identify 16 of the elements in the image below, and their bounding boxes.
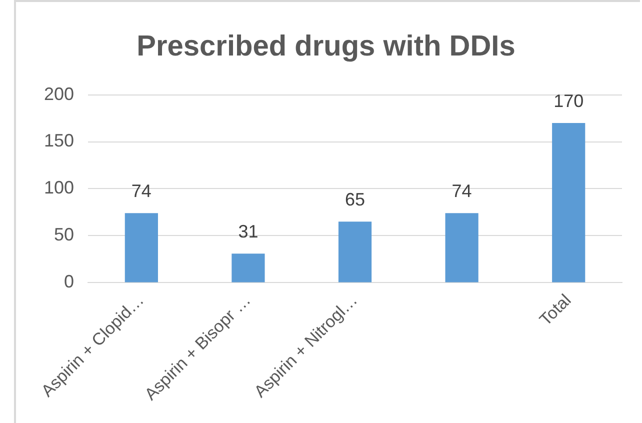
data-label: 74 xyxy=(131,181,152,202)
data-label: 65 xyxy=(345,190,366,210)
bar xyxy=(445,213,478,282)
bar xyxy=(124,213,158,282)
data-label: 74 xyxy=(452,181,472,202)
bar xyxy=(552,122,586,282)
y-tick-label: 100 xyxy=(44,178,74,198)
bar xyxy=(338,222,372,282)
data-label: 31 xyxy=(238,222,258,242)
chart-title: Prescribed drugs with DDIs xyxy=(136,30,516,62)
y-tick-label: 50 xyxy=(54,224,74,245)
y-tick-label: 150 xyxy=(44,130,74,151)
bar xyxy=(232,254,265,282)
y-tick-label: 200 xyxy=(44,84,74,104)
y-tick-label: 0 xyxy=(64,272,74,292)
data-label: 170 xyxy=(554,90,584,111)
